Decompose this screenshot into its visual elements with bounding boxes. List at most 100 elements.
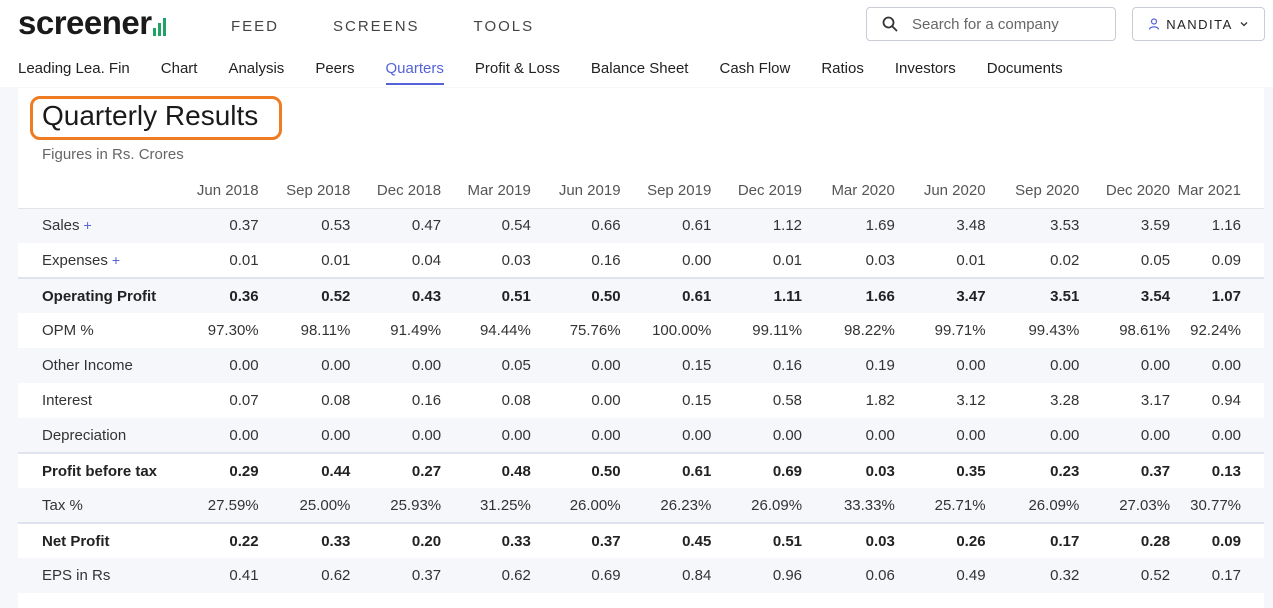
row-label-text: Depreciation [42, 426, 127, 444]
subnav-ratios[interactable]: Ratios [821, 60, 864, 77]
table-cell: 0.26 [894, 522, 986, 558]
chevron-down-icon [1240, 22, 1248, 27]
search-box[interactable] [866, 7, 1116, 41]
column-header: Jun 2020 [894, 174, 986, 209]
table-cell: 0.00 [1170, 418, 1264, 453]
table-cell: 0.62 [441, 558, 531, 593]
subnav-balance-sheet[interactable]: Balance Sheet [590, 60, 689, 77]
subnav-documents[interactable]: Documents [986, 60, 1063, 77]
table-cell: 0.28 [1079, 522, 1171, 558]
table-cell: 0.41 [166, 558, 259, 593]
table-cell: 0.00 [711, 418, 803, 453]
column-header: Sep 2019 [620, 174, 712, 209]
table-cell: 98.22% [843, 322, 895, 339]
row-label: EPS in Rs [18, 558, 167, 593]
table-cell: 0.00 [258, 418, 351, 453]
table-cell: 25.93% [350, 488, 442, 523]
nav-tools[interactable]: TOOLS [473, 18, 535, 35]
table-cell: 0.44 [258, 452, 351, 488]
search-input[interactable] [912, 15, 1092, 33]
user-menu-button[interactable]: NANDITA [1132, 7, 1265, 41]
table-cell: 0.45 [620, 522, 712, 558]
table-cell: 0.37 [166, 208, 259, 243]
table-cell: 1.82 [865, 392, 895, 409]
subnav-analysis[interactable]: Analysis [228, 60, 285, 77]
main-nav: FEED SCREENS TOOLS [231, 18, 588, 35]
subnav-chart[interactable]: Chart [160, 60, 198, 77]
table-cell: 0.00 [350, 348, 442, 383]
table-cell: 0.08 [501, 392, 531, 409]
table-cell: 3.28 [1050, 392, 1080, 409]
section-subtitle: Figures in Rs. Crores [42, 146, 184, 163]
table-cell: 0.00 [530, 418, 621, 453]
table-cell: 0.52 [1079, 558, 1171, 593]
row-label-text: Other Income [42, 357, 133, 374]
table-cell: 0.19 [802, 348, 895, 383]
table-cell: 0.07 [229, 392, 259, 409]
table-cell: 1.11 [711, 277, 803, 313]
table-cell: 0.00 [894, 348, 986, 383]
row-label: Interest [18, 383, 167, 418]
subnav-quarters[interactable]: Quarters [385, 50, 444, 85]
row-label[interactable]: Sales + [18, 208, 167, 243]
row-label: OPM % [18, 313, 167, 348]
screener-logo[interactable]: screener [18, 5, 166, 41]
table-row: EPS in Rs 0.41 0.62 0.37 0.62 0.69 0.84 0.96 0.0… [18, 558, 1264, 593]
table-cell: 26.23% [620, 488, 712, 523]
subnav-peers[interactable]: Peers [315, 60, 355, 77]
table-cell: 3.47 [894, 277, 986, 313]
table-cell: 0.00 [166, 418, 259, 453]
table-cell: 3.54 [1079, 277, 1171, 313]
table-cell: 25.00% [258, 488, 351, 523]
row-label-text: Tax % [42, 496, 83, 514]
table-cell: 0.58 [772, 392, 803, 409]
table-cell: 99.43% [1028, 322, 1080, 339]
row-label-text: Net Profit [42, 532, 110, 550]
table-row: Profit before tax 0.29 0.44 0.27 0.48 0.50 0.6… [18, 452, 1264, 488]
row-label-text: OPM % [42, 322, 94, 339]
table-cell: 0.43 [350, 277, 442, 313]
row-label-text: Sales [42, 217, 80, 235]
table-cell: 99.11% [752, 322, 803, 339]
table-cell: 0.62 [258, 558, 351, 593]
column-header: Jun 2018 [166, 174, 259, 209]
column-header: Mar 2021 [1170, 174, 1264, 209]
company-subnav: Leading Lea. Fin Chart Analysis Peers Qu… [0, 50, 1273, 87]
table-header-row: Jun 2018 Sep 2018 Dec 2018 Mar 2019 Jun 2019… [18, 174, 1264, 209]
table-cell: 0.00 [985, 418, 1080, 453]
table-cell: 0.96 [711, 558, 803, 593]
user-name: NANDITA [1166, 16, 1233, 32]
table-cell: 0.33 [441, 522, 531, 558]
table-cell: 0.17 [1170, 558, 1264, 593]
table-cell: 1.69 [802, 208, 895, 243]
table-cell: 0.00 [620, 418, 712, 453]
logo-bars-icon [152, 18, 166, 36]
subnav-profit-loss[interactable]: Profit & Loss [474, 60, 560, 77]
table-row: Operating Profit 0.36 0.52 0.43 0.51 0.50 0.61… [18, 277, 1264, 313]
expand-plus-button[interactable]: + [111, 251, 121, 268]
nav-screens[interactable]: SCREENS [333, 18, 420, 35]
table-cell: 0.13 [1170, 452, 1264, 488]
table-cell: 0.20 [350, 522, 442, 558]
column-header: Sep 2020 [985, 174, 1080, 209]
table-cell: 99.71% [934, 322, 986, 339]
table-cell: 94.44% [479, 322, 531, 339]
table-row: Expenses +0.01 0.01 0.04 0.03 0.16 0.00 0.01 0.0… [18, 243, 1264, 278]
table-cell: 0.00 [441, 418, 531, 453]
column-header: Mar 2019 [441, 174, 531, 209]
expand-plus-button[interactable]: + [83, 217, 92, 234]
table-cell: 0.15 [682, 392, 712, 409]
table-cell: 0.09 [1211, 251, 1241, 269]
table-cell: 0.51 [441, 277, 531, 313]
table-cell: 33.33% [802, 488, 895, 523]
nav-feed[interactable]: FEED [231, 18, 280, 35]
row-label[interactable]: Expenses + [18, 243, 167, 278]
row-label-text: EPS in Rs [42, 567, 111, 584]
subnav-company[interactable]: Leading Lea. Fin [18, 60, 130, 77]
table-cell: 0.02 [1050, 251, 1080, 269]
row-label: Profit before tax [18, 452, 167, 488]
table-cell: 100.00% [652, 322, 712, 339]
subnav-cash-flow[interactable]: Cash Flow [719, 60, 791, 77]
header-blank [18, 174, 167, 209]
subnav-investors[interactable]: Investors [894, 60, 956, 77]
